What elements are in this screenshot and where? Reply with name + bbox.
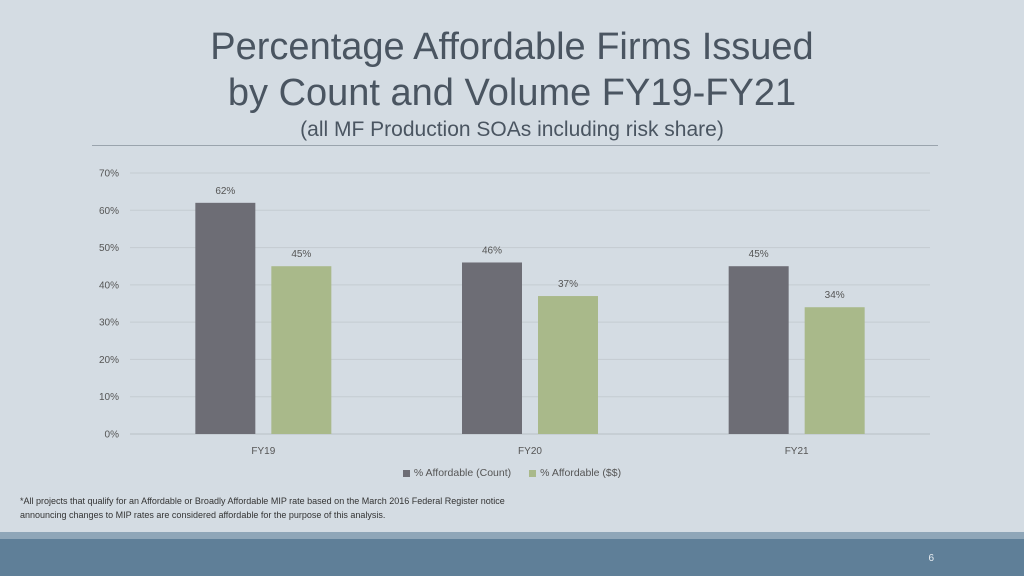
y-tick-label: 0% xyxy=(105,430,120,441)
legend-swatch-volume xyxy=(529,469,537,477)
legend-label-count: % Affordable (Count) xyxy=(413,467,512,479)
legend-label-volume: % Affordable ($$) xyxy=(540,467,622,479)
bar xyxy=(804,307,865,434)
y-tick-label: 40% xyxy=(99,280,119,291)
footer-accent-strip xyxy=(0,532,1024,539)
data-label: 34% xyxy=(825,290,845,301)
data-label: 37% xyxy=(558,279,578,290)
slide-title: Percentage Affordable Firms Issued by Co… xyxy=(0,24,1024,116)
bar xyxy=(462,262,522,434)
page-number: 6 xyxy=(928,553,934,564)
slide-subtitle: (all MF Production SOAs including risk s… xyxy=(300,118,724,141)
legend-item-count: % Affordable (Count) xyxy=(402,467,512,479)
data-label: 45% xyxy=(291,249,311,260)
legend-item-volume: % Affordable ($$) xyxy=(529,467,621,479)
x-tick-label: FY21 xyxy=(785,446,809,457)
data-label: 46% xyxy=(482,245,502,256)
footer-bar xyxy=(0,539,1024,576)
y-tick-label: 10% xyxy=(99,392,119,403)
chart-legend: % Affordable (Count) % Affordable ($$) xyxy=(0,467,1024,479)
bar xyxy=(195,202,256,434)
y-tick-label: 60% xyxy=(99,206,119,217)
title-line-2: by Count and Volume FY19-FY21 xyxy=(227,72,797,114)
x-tick-label: FY20 xyxy=(518,446,542,457)
title-divider xyxy=(92,145,938,146)
bar-chart: 0% 10% 20% 30% 40% 50% 60% 70% 62% 45% FY19 46% 37% F… xyxy=(99,169,930,457)
bar xyxy=(728,266,789,434)
bar xyxy=(271,266,332,434)
x-tick-label: FY19 xyxy=(251,446,275,457)
y-tick-label: 70% xyxy=(99,169,119,180)
footnote: *All projects that qualify for an Afford… xyxy=(20,496,505,520)
data-label: 45% xyxy=(749,249,769,260)
data-label: 62% xyxy=(215,186,235,197)
title-line-1: Percentage Affordable Firms Issued xyxy=(210,26,814,68)
y-tick-label: 20% xyxy=(99,355,119,366)
y-tick-label: 30% xyxy=(99,318,119,329)
bar xyxy=(538,296,598,434)
y-tick-label: 50% xyxy=(99,243,119,254)
legend-swatch-count xyxy=(402,469,410,477)
